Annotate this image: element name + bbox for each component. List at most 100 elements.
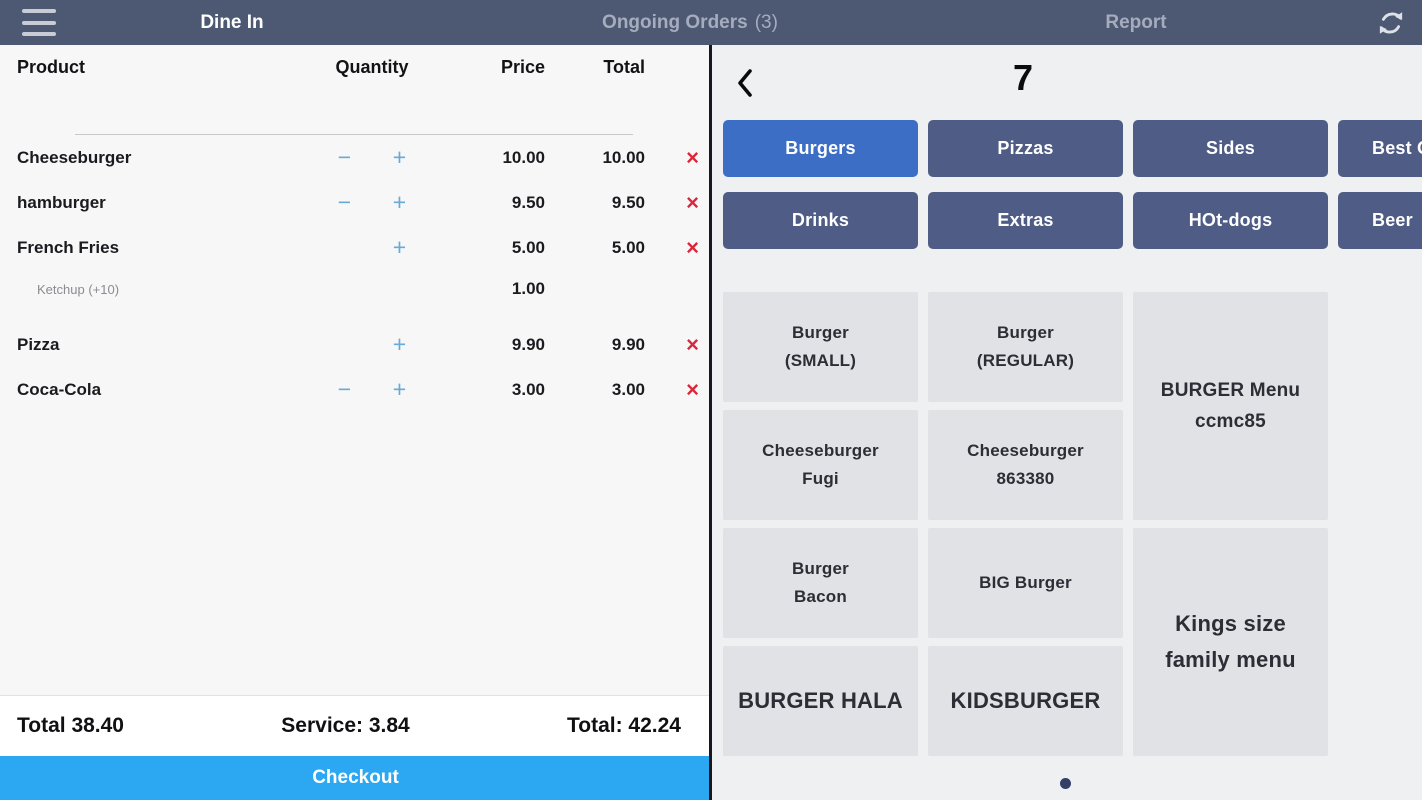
catalog-panel: 7 Burgers Pizzas Sides Best O Drinks Extras HO… [711,45,1422,800]
product-total: 5.00 [611,237,645,257]
tab-ongoing-orders-label: Ongoing Orders [602,11,748,33]
column-product: Product [17,57,86,77]
product-tile-big-burger[interactable]: BIG Burger [928,528,1123,638]
order-number: 7 [1012,57,1034,98]
tab-dine-in-label: Dine In [200,11,264,33]
product-tile-burger[interactable]: Burger (SMALL) [723,292,918,402]
order-row-french-fries: French Fries +5.00 5.00 × [0,225,711,270]
product-tile-label: Burger (REGULAR) [976,322,1075,370]
category-label: Burgers [785,138,856,158]
increase-quantity-button[interactable]: + [392,376,407,402]
order-modifier-row-ketchup-10: Ketchup (+10) 1.00 [0,270,711,308]
order-item-list: Cheeseburger − +10.00 10.00 × hamburger − +9.50… [0,135,711,695]
product-name: hamburger [17,192,106,212]
product-price: 5.00 [511,237,545,257]
increase-quantity-button[interactable]: + [392,234,407,260]
tab-report-label: Report [1105,11,1167,33]
grand-total-value: Total: 42.24 [567,714,681,737]
decrease-quantity-button[interactable]: − [337,189,352,215]
product-name: French Fries [17,237,120,257]
category-label: HOt-dogs [1188,210,1273,230]
product-grid: Burger (SMALL) Burger (REGULAR) BURGER Men… [723,292,1348,756]
subtotal-value: Total 38.40 [17,714,124,737]
remove-item-button[interactable]: × [686,234,699,260]
category-button-hot-dogs[interactable]: HOt-dogs [1133,192,1328,249]
header-divider [75,134,633,135]
product-price: 9.90 [511,334,545,354]
increase-quantity-button[interactable]: + [392,331,407,357]
category-label: Sides [1205,138,1256,158]
checkout-button-label: Checkout [312,767,399,788]
product-tile-label: Burger Bacon [792,558,849,606]
product-tile-label: KIDSBURGER [950,687,1101,713]
category-button-beer[interactable]: Beer [1338,192,1422,249]
product-tile-kidsburger[interactable]: KIDSBURGER [928,646,1123,756]
product-total: 3.00 [611,379,645,399]
product-name: Cheeseburger [17,147,132,167]
remove-item-button[interactable]: × [686,189,699,215]
product-price: 9.50 [511,192,545,212]
service-charge-value: Service: 3.84 [281,714,410,737]
product-tile-label: Kings size family menu [1165,610,1296,672]
back-chevron-icon[interactable] [733,67,757,99]
category-button-best-o[interactable]: Best O [1338,120,1422,177]
product-tile-cheeseburger[interactable]: Cheeseburger Fugi [723,410,918,520]
tab-dine-in[interactable]: Dine In [200,0,263,45]
product-tile-label: Cheeseburger 863380 [967,440,1084,488]
order-row-coca-cola: Coca-Cola − +3.00 3.00 × [0,367,711,412]
modifier-name: Ketchup (+10) [37,281,120,297]
category-label: Pizzas [997,138,1054,158]
product-tile-label: BURGER Menu ccmc85 [1160,379,1301,432]
product-tile-burger-hala[interactable]: BURGER HALA [723,646,918,756]
panel-divider [709,45,712,800]
product-tile-label: Cheeseburger Fugi [762,440,879,488]
category-label: Extras [997,210,1054,230]
order-row-cheeseburger: Cheeseburger − +10.00 10.00 × [0,135,711,180]
category-button-extras[interactable]: Extras [928,192,1123,249]
checkout-button[interactable]: Checkout [0,756,711,800]
product-tile-burger[interactable]: Burger Bacon [723,528,918,638]
category-label: Best O [1372,138,1422,158]
tab-report[interactable]: Report [1105,0,1166,45]
remove-item-button[interactable]: × [686,331,699,357]
increase-quantity-button[interactable]: + [392,144,407,170]
product-tile-kings-size[interactable]: Kings size family menu [1133,528,1328,756]
product-total: 10.00 [602,147,645,167]
category-label: Beer [1372,210,1413,230]
refresh-icon[interactable] [1376,8,1406,38]
product-tile-label: BURGER HALA [738,687,903,713]
decrease-quantity-button[interactable]: − [337,376,352,402]
product-total: 9.90 [611,334,645,354]
product-price: 10.00 [502,147,545,167]
hamburger-menu-icon[interactable] [22,9,56,36]
product-total: 9.50 [611,192,645,212]
order-row-hamburger: hamburger − +9.50 9.50 × [0,180,711,225]
decrease-quantity-button[interactable]: − [337,144,352,170]
category-button-sides[interactable]: Sides [1133,120,1328,177]
tab-ongoing-orders[interactable]: Ongoing Orders (3) [602,0,778,45]
modifier-price: 1.00 [511,279,545,298]
page-indicator-dot[interactable] [1060,778,1071,789]
product-tile-label: BIG Burger [979,572,1072,592]
category-label: Drinks [791,210,850,230]
remove-item-button[interactable]: × [686,376,699,402]
product-name: Coca-Cola [17,379,102,399]
increase-quantity-button[interactable]: + [392,189,407,215]
category-button-drinks[interactable]: Drinks [723,192,918,249]
category-button-row: Burgers Pizzas Sides Best O Drinks Extras HOt-… [723,120,1422,249]
remove-item-button[interactable]: × [686,144,699,170]
catalog-header: 7 [711,45,1422,120]
order-table-header: Product Quantity Price Total [0,45,711,90]
category-button-pizzas[interactable]: Pizzas [928,120,1123,177]
product-tile-burger[interactable]: Burger (REGULAR) [928,292,1123,402]
order-panel: Product Quantity Price Total Cheeseburge… [0,45,711,800]
product-tile-cheeseburger[interactable]: Cheeseburger 863380 [928,410,1123,520]
product-tile-label: Burger (SMALL) [784,322,857,370]
product-price: 3.00 [511,379,545,399]
ongoing-orders-count: (3) [754,11,778,33]
column-price: Price [500,57,545,77]
product-name: Pizza [17,334,60,354]
category-button-burgers[interactable]: Burgers [723,120,918,177]
top-bar: Dine In Ongoing Orders (3) Report [0,0,1422,45]
product-tile-burger-menu[interactable]: BURGER Menu ccmc85 [1133,292,1328,520]
